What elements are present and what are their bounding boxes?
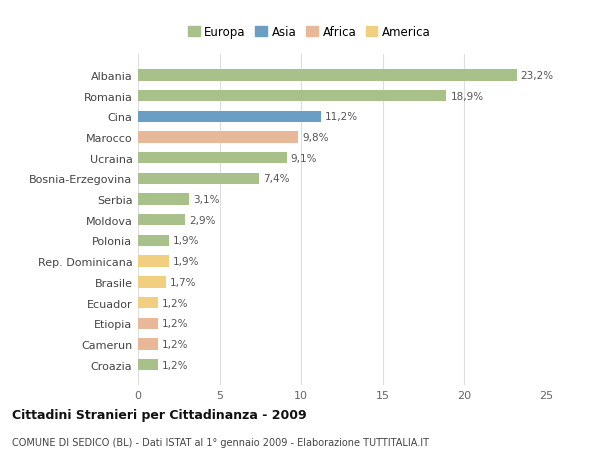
Bar	[138, 112, 321, 123]
Bar	[138, 132, 298, 143]
Text: 9,1%: 9,1%	[290, 153, 317, 163]
Text: 7,4%: 7,4%	[263, 174, 289, 184]
Text: Cittadini Stranieri per Cittadinanza - 2009: Cittadini Stranieri per Cittadinanza - 2…	[12, 408, 307, 421]
Text: 2,9%: 2,9%	[190, 215, 216, 225]
Text: 1,2%: 1,2%	[161, 339, 188, 349]
Bar	[138, 359, 158, 370]
Text: 1,2%: 1,2%	[161, 298, 188, 308]
Text: 23,2%: 23,2%	[521, 71, 554, 81]
Bar	[138, 194, 188, 205]
Text: 3,1%: 3,1%	[193, 195, 219, 205]
Text: 1,2%: 1,2%	[161, 360, 188, 370]
Bar	[138, 277, 166, 288]
Text: 1,2%: 1,2%	[161, 319, 188, 329]
Bar	[138, 235, 169, 246]
Bar	[138, 174, 259, 185]
Bar	[138, 91, 446, 102]
Text: 11,2%: 11,2%	[325, 112, 358, 122]
Bar	[138, 318, 158, 329]
Bar	[138, 215, 185, 226]
Text: 1,7%: 1,7%	[170, 277, 196, 287]
Text: 1,9%: 1,9%	[173, 236, 200, 246]
Text: COMUNE DI SEDICO (BL) - Dati ISTAT al 1° gennaio 2009 - Elaborazione TUTTITALIA.: COMUNE DI SEDICO (BL) - Dati ISTAT al 1°…	[12, 437, 429, 447]
Text: 9,8%: 9,8%	[302, 133, 329, 143]
Text: 18,9%: 18,9%	[451, 91, 484, 101]
Bar	[138, 256, 169, 267]
Text: 1,9%: 1,9%	[173, 257, 200, 267]
Bar	[138, 70, 517, 81]
Bar	[138, 297, 158, 308]
Bar	[138, 339, 158, 350]
Bar	[138, 153, 287, 164]
Legend: Europa, Asia, Africa, America: Europa, Asia, Africa, America	[183, 21, 436, 44]
